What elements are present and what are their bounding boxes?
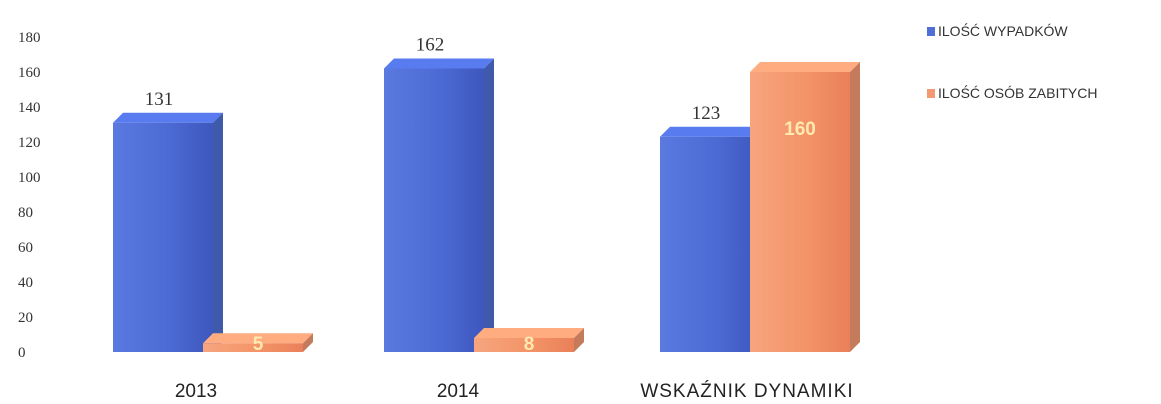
bar-top-face <box>113 112 223 123</box>
data-label-zabici-0: 5 <box>253 334 264 355</box>
data-label-wypadki-0: 131 <box>145 89 174 110</box>
bar-top-face <box>203 333 313 344</box>
x-tick-label-2: WSKAŹNIK DYNAMIKI <box>640 381 853 402</box>
bar-zabici-0 <box>203 333 313 352</box>
x-axis: 2013 2014 WSKAŹNIK DYNAMIKI <box>175 381 853 402</box>
y-tick-label-140: 140 <box>18 100 41 116</box>
y-tick-label-180: 180 <box>18 30 41 46</box>
bar-side-face <box>213 112 223 352</box>
data-label-wypadki-2: 123 <box>692 103 721 124</box>
y-tick-label-60: 60 <box>18 240 33 256</box>
bar-wypadki-1 <box>384 58 494 352</box>
bar-front-face <box>660 136 760 352</box>
legend-swatch <box>927 89 935 98</box>
bars <box>113 58 860 352</box>
data-label-zabici-2: 160 <box>784 119 816 140</box>
bar-zabici-1 <box>474 328 584 352</box>
bar-top-face <box>384 58 494 69</box>
y-tick-label-160: 160 <box>18 65 41 81</box>
bar-front-face <box>113 122 213 352</box>
bar-front-face <box>203 343 303 352</box>
y-tick-label-20: 20 <box>18 310 33 326</box>
bar-side-face <box>484 58 494 352</box>
y-tick-label-80: 80 <box>18 205 33 221</box>
y-axis: 0 20 40 60 80 100 120 140 160 180 <box>18 30 41 361</box>
y-tick-label-40: 40 <box>18 275 33 291</box>
y-tick-label-120: 120 <box>18 135 41 151</box>
y-tick-label-100: 100 <box>18 170 41 186</box>
data-label-zabici-1: 8 <box>524 334 535 355</box>
x-tick-label-0: 2013 <box>175 381 217 402</box>
bar-front-face <box>474 338 574 352</box>
legend-label: ILOŚĆ WYPADKÓW <box>938 22 1068 39</box>
bar-zabici-2 <box>750 62 860 352</box>
legend-label: ILOŚĆ OSÓB ZABITYCH <box>938 84 1097 101</box>
legend: ILOŚĆ WYPADKÓW ILOŚĆ OSÓB ZABITYCH <box>927 22 1097 101</box>
bar-top-face <box>474 328 584 338</box>
bar-side-face <box>850 62 860 352</box>
bar-wypadki-0 <box>113 112 223 352</box>
data-label-wypadki-1: 162 <box>416 35 445 56</box>
bar-front-face <box>750 72 850 352</box>
bar-top-face <box>750 62 860 72</box>
legend-item-1: ILOŚĆ OSÓB ZABITYCH <box>927 84 1097 101</box>
y-tick-label-0: 0 <box>18 345 26 361</box>
bar-front-face <box>384 68 484 352</box>
x-tick-label-1: 2014 <box>437 381 480 402</box>
data-labels: 131 5 162 8 123 160 <box>145 35 816 356</box>
legend-swatch <box>927 27 935 36</box>
legend-item-0: ILOŚĆ WYPADKÓW <box>927 22 1068 39</box>
bar-top-face <box>660 126 770 137</box>
bar-side-face <box>574 328 584 352</box>
bar-side-face <box>303 333 313 352</box>
